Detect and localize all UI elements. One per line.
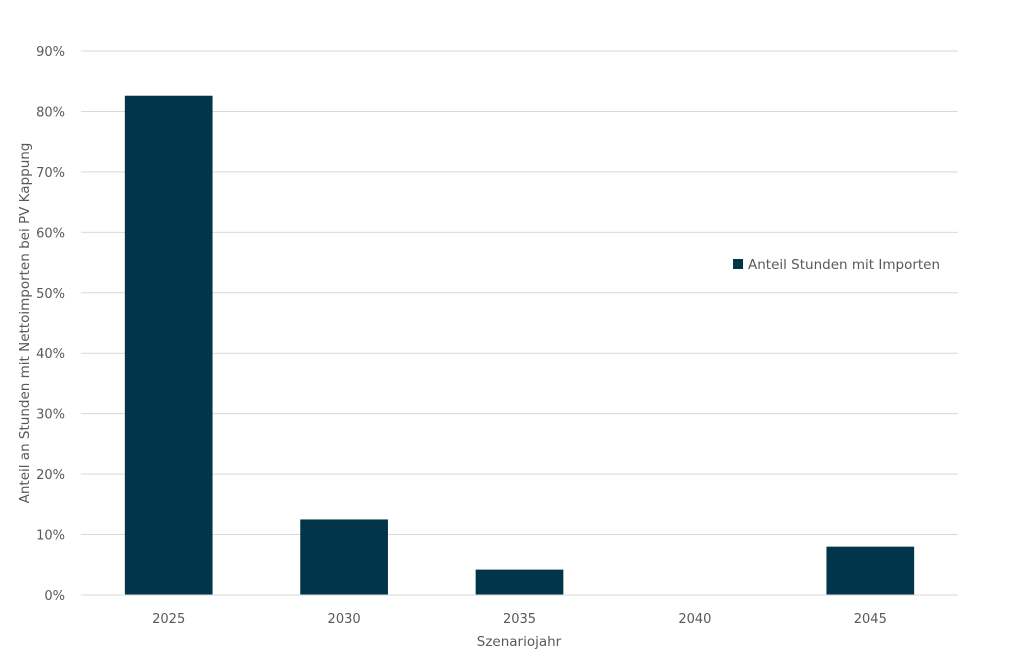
y-tick-label: 90% (36, 45, 65, 60)
bar-2030 (300, 519, 388, 595)
y-tick-label: 20% (36, 468, 65, 483)
x-axis-ticks: 2025 2030 2035 2040 2045 (152, 612, 887, 627)
gridlines (81, 50, 958, 536)
x-tick-label: 2045 (854, 612, 887, 627)
legend: Anteil Stunden mit Importen (733, 257, 940, 273)
x-tick-label: 2035 (503, 612, 536, 627)
x-axis-title: Szenariojahr (477, 634, 562, 650)
y-tick-label: 60% (36, 226, 65, 241)
bar-2025 (124, 95, 213, 596)
bar-2035 (475, 569, 564, 595)
y-tick-label: 40% (36, 347, 65, 362)
bar-2045 (826, 546, 915, 595)
y-tick-label: 70% (36, 166, 65, 181)
y-tick-label: 0% (44, 589, 65, 604)
y-axis-title: Anteil an Stunden mit Nettoimporten bei … (17, 143, 33, 504)
y-tick-label: 30% (36, 408, 65, 423)
x-tick-label: 2040 (678, 612, 711, 627)
legend-swatch (733, 259, 743, 269)
y-tick-label: 80% (36, 105, 65, 120)
y-axis-ticks: 0% 10% 20% 30% 40% 50% 60% 70% 80% 90% (36, 45, 65, 604)
y-tick-label: 50% (36, 287, 65, 302)
bars (124, 95, 915, 596)
legend-label: Anteil Stunden mit Importen (748, 257, 940, 273)
x-tick-label: 2025 (152, 612, 185, 627)
y-tick-label: 10% (36, 529, 65, 544)
x-tick-label: 2030 (328, 612, 361, 627)
